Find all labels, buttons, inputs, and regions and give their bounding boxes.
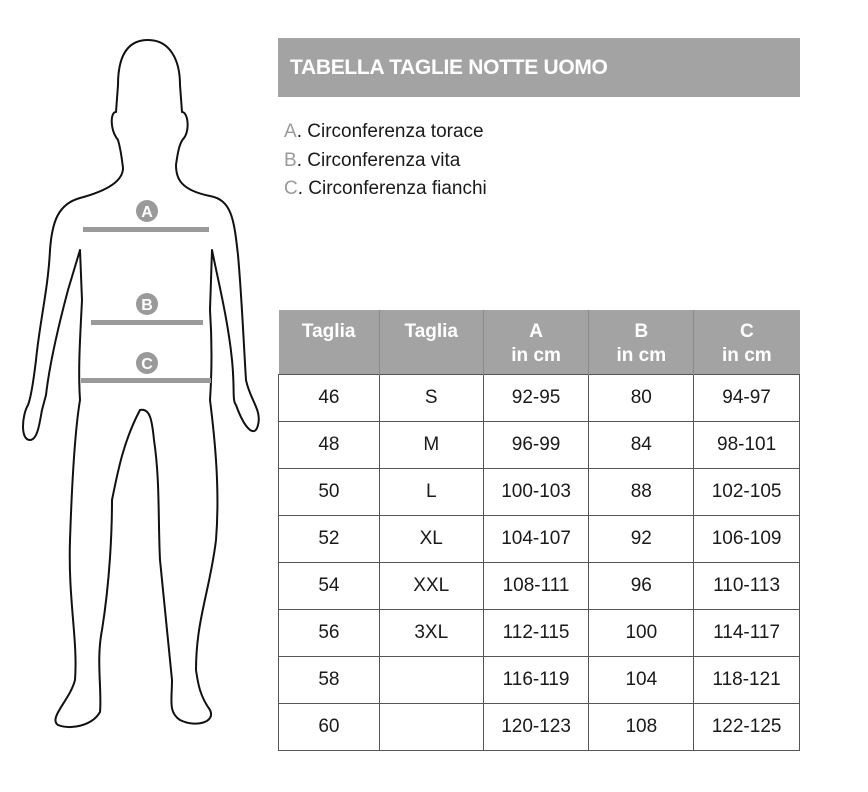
table-cell: 60 [278, 702, 380, 751]
table-cell: L [378, 467, 484, 516]
table-cell: 108-111 [482, 561, 590, 610]
measure-b: B [91, 293, 203, 325]
table-cell: 116-119 [482, 655, 590, 704]
marker-a-label: A [141, 204, 153, 221]
table-cell: 80 [588, 373, 695, 422]
table-cell: 94-97 [693, 373, 800, 422]
table-cell: 58 [278, 655, 380, 704]
table-cell [378, 655, 484, 704]
table-cell: 46 [278, 373, 380, 422]
table-cell: 120-123 [482, 702, 590, 751]
table-cell: 100 [588, 608, 695, 657]
measure-a: A [83, 200, 209, 232]
table-cell: 102-105 [693, 467, 800, 516]
table-cell: 104 [588, 655, 695, 704]
table-cell: 112-115 [482, 608, 590, 657]
table-cell: 106-109 [693, 514, 800, 563]
table-cell: 54 [278, 561, 380, 610]
legend-item: B. Circonferenza vita [284, 149, 461, 171]
table-cell: 96 [588, 561, 695, 610]
table-row: 60 120-123 108 122-125 [278, 702, 800, 751]
column-header: Taglia [378, 310, 484, 374]
table-cell: S [378, 373, 484, 422]
table-cell: 56 [278, 608, 380, 657]
legend-item: C. Circonferenza fianchi [284, 178, 487, 199]
table-cell: 108 [588, 702, 695, 751]
table-row: 48 M 96-99 84 98-101 [278, 420, 800, 469]
table-cell: 100-103 [482, 467, 590, 516]
table-cell: 88 [588, 467, 695, 516]
measurement-legend: A. Circonferenza torace B. Circonferenza… [284, 118, 487, 204]
table-row: 50 L 100-103 88 102-105 [278, 467, 800, 516]
table-cell: 96-99 [482, 420, 590, 469]
table-cell: 92 [588, 514, 695, 563]
table-cell: 110-113 [693, 561, 800, 610]
table-cell: M [378, 420, 484, 469]
body-outline [22, 39, 260, 729]
table-row: 46 S 92-95 80 94-97 [278, 373, 800, 422]
table-cell: 52 [278, 514, 380, 563]
table-cell [378, 702, 484, 751]
header-line1: Taglia [404, 321, 459, 342]
column-header: Taglia [278, 310, 380, 374]
header-line1: A [529, 321, 543, 342]
header-line1: C [739, 321, 754, 342]
table-cell: 104-107 [482, 514, 590, 563]
page-title: TABELLA TAGLIE NOTTE UOMO [278, 38, 800, 97]
table-cell: 118-121 [693, 655, 800, 704]
table-cell: 50 [278, 467, 380, 516]
table-cell: 84 [588, 420, 695, 469]
table-cell: XL [378, 514, 484, 563]
header-line2: in cm [511, 345, 561, 366]
table-cell: 48 [278, 420, 380, 469]
legend-item: A. Circonferenza torace [284, 121, 484, 142]
table-row: 52 XL 104-107 92 106-109 [278, 514, 800, 563]
header-line1: B [634, 321, 649, 342]
header-line2: in cm [616, 345, 667, 366]
table-cell: 122-125 [693, 702, 800, 751]
table-cell: 98-101 [693, 420, 800, 469]
marker-c-label: C [141, 356, 153, 373]
header-line1: Taglia [301, 321, 356, 342]
table-row: 58 116-119 104 118-121 [278, 655, 800, 704]
marker-b-label: B [141, 297, 153, 314]
table-cell: 114-117 [693, 608, 800, 657]
measure-c: C [81, 352, 211, 383]
body-figure: A B C [22, 39, 260, 729]
table-cell: XXL [378, 561, 484, 610]
header-line2: in cm [722, 345, 772, 366]
table-cell: 92-95 [482, 373, 590, 422]
table-cell: 3XL [378, 608, 484, 657]
table-row: 56 3XL 112-115 100 114-117 [278, 608, 800, 657]
table-row: 54 XXL 108-111 96 110-113 [278, 561, 800, 610]
